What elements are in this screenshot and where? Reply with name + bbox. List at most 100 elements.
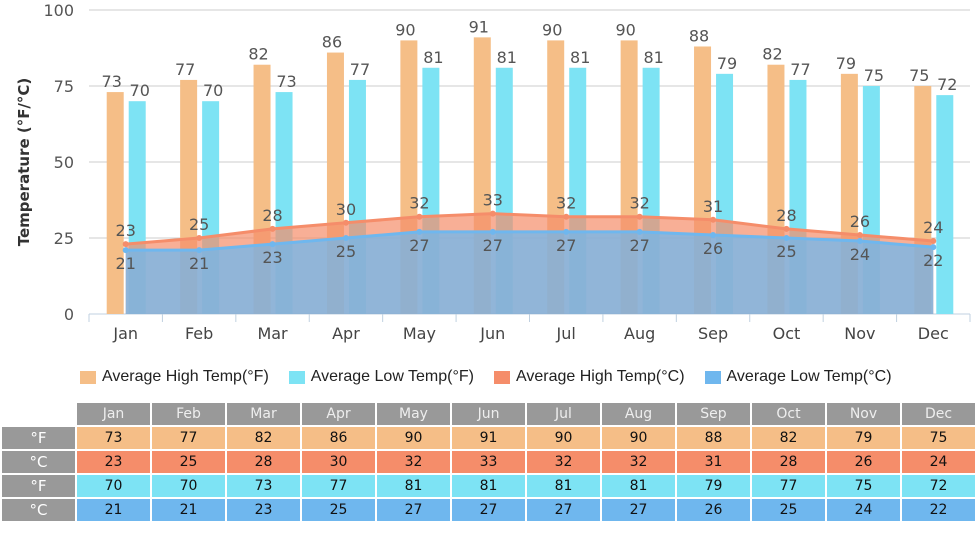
point-label-low-c: 22 [923, 251, 943, 270]
bar-label-high-f: 90 [615, 20, 635, 39]
x-tick-label: Sep [698, 324, 728, 343]
bar-label-low-f: 81 [497, 48, 517, 67]
month-header: Nov [827, 403, 900, 425]
point-label-low-c: 21 [116, 254, 136, 273]
bar-label-high-f: 91 [469, 17, 489, 36]
legend: Average High Temp(°F) Average Low Temp(°F… [80, 368, 892, 386]
y-tick-label: 50 [54, 153, 74, 172]
month-header: Feb [152, 403, 225, 425]
bar-label-low-f: 79 [717, 54, 737, 73]
point-high-c [342, 219, 349, 226]
legend-swatch [704, 370, 721, 384]
month-header: Oct [752, 403, 825, 425]
bar-label-high-f: 90 [542, 20, 562, 39]
bar-label-low-f: 70 [130, 81, 150, 100]
bar-label-high-f: 88 [689, 26, 709, 45]
legend-label: Average High Temp(°F) [102, 368, 269, 385]
table-cell: 90 [377, 427, 450, 449]
point-label-low-c: 27 [483, 236, 503, 255]
table-cell: 77 [152, 427, 225, 449]
point-label-low-c: 23 [262, 248, 282, 267]
month-header: Mar [227, 403, 300, 425]
legend-swatch [288, 370, 305, 384]
table-row: °C 21 21 23 25 27 27 27 27 26 25 24 22 [2, 499, 975, 521]
table-cell: 25 [302, 499, 375, 521]
x-tick-label: Feb [185, 324, 213, 343]
point-label-low-c: 25 [336, 242, 356, 261]
point-label-high-c: 28 [262, 206, 282, 225]
point-label-high-c: 28 [776, 206, 796, 225]
legend-item[interactable]: Average Low Temp(°F) [288, 368, 474, 386]
month-header: Jul [527, 403, 600, 425]
table-cell: 79 [677, 475, 750, 497]
point-label-high-c: 26 [850, 212, 870, 231]
point-label-high-c: 32 [409, 194, 429, 213]
bar-label-high-f: 73 [102, 72, 122, 91]
bar-label-high-f: 82 [762, 45, 782, 64]
x-tick-label: Aug [624, 324, 655, 343]
y-tick-label: 100 [43, 1, 74, 20]
point-label-low-c: 21 [189, 254, 209, 273]
point-low-c [416, 228, 423, 235]
table-row: °F 70 70 73 77 81 81 81 81 79 77 75 72 [2, 475, 975, 497]
table-cell: 32 [602, 451, 675, 473]
empty-cell [2, 403, 75, 425]
table-cell: 82 [752, 427, 825, 449]
legend-item[interactable]: Average Low Temp(°C) [704, 368, 892, 386]
month-header: May [377, 403, 450, 425]
legend-label: Average Low Temp(°C) [726, 368, 892, 385]
temperature-chart: 0 25 50 75 100 Temperature (°F/°C) Jan Feb Mar Ap… [15, 1, 971, 343]
x-tick-label: May [403, 324, 436, 343]
y-axis-title: Temperature (°F/°C) [15, 78, 33, 247]
table-cell: 26 [677, 499, 750, 521]
legend-item[interactable]: Average High Temp(°F) [80, 368, 269, 386]
row-label: °C [2, 499, 75, 521]
table-cell: 81 [377, 475, 450, 497]
table-cell: 88 [677, 427, 750, 449]
table-cell: 70 [77, 475, 150, 497]
point-low-c [783, 235, 790, 241]
point-high-c [489, 210, 496, 217]
table-cell: 73 [227, 475, 300, 497]
table-cell: 32 [377, 451, 450, 473]
x-tick-label: Mar [257, 324, 288, 343]
point-low-c [122, 247, 129, 254]
table-cell: 21 [77, 499, 150, 521]
month-header: Sep [677, 403, 750, 425]
row-label: °F [2, 475, 75, 497]
legend-label: Average Low Temp(°F) [310, 368, 474, 385]
point-label-low-c: 24 [850, 245, 870, 264]
table-row: °F 73 77 82 86 90 91 90 90 88 82 79 75 [2, 427, 975, 449]
legend-item[interactable]: Average High Temp(°C) [493, 368, 685, 386]
x-tick-label: Apr [332, 324, 360, 343]
point-label-high-c: 25 [189, 215, 209, 234]
row-label: °C [2, 451, 75, 473]
table-cell: 77 [302, 475, 375, 497]
point-high-c [636, 213, 643, 220]
point-label-high-c: 32 [629, 194, 649, 213]
table-cell: 77 [752, 475, 825, 497]
table-cell: 32 [527, 451, 600, 473]
point-label-low-c: 25 [776, 242, 796, 261]
bar-label-low-f: 75 [864, 66, 884, 85]
bar-low-f [936, 95, 954, 315]
point-label-low-c: 26 [703, 239, 723, 258]
table-cell: 27 [377, 499, 450, 521]
point-high-c [710, 216, 717, 223]
table-cell: 24 [902, 451, 975, 473]
point-label-high-c: 33 [483, 191, 503, 210]
table-cell: 26 [827, 451, 900, 473]
bar-label-high-f: 77 [175, 60, 195, 79]
table-cell: 27 [452, 499, 525, 521]
table-cell: 91 [452, 427, 525, 449]
y-tick-label: 0 [64, 305, 74, 324]
data-table: Jan Feb Mar Apr May Jun Jul Aug Sep Oct Nov Dec °F 73… [0, 401, 977, 523]
point-high-c [269, 225, 276, 232]
table-cell: 23 [77, 451, 150, 473]
table-cell: 25 [152, 451, 225, 473]
legend-swatch [493, 370, 510, 384]
table-cell: 75 [902, 427, 975, 449]
bar-label-low-f: 72 [937, 75, 957, 94]
point-low-c [856, 238, 863, 245]
point-label-high-c: 23 [116, 221, 136, 240]
